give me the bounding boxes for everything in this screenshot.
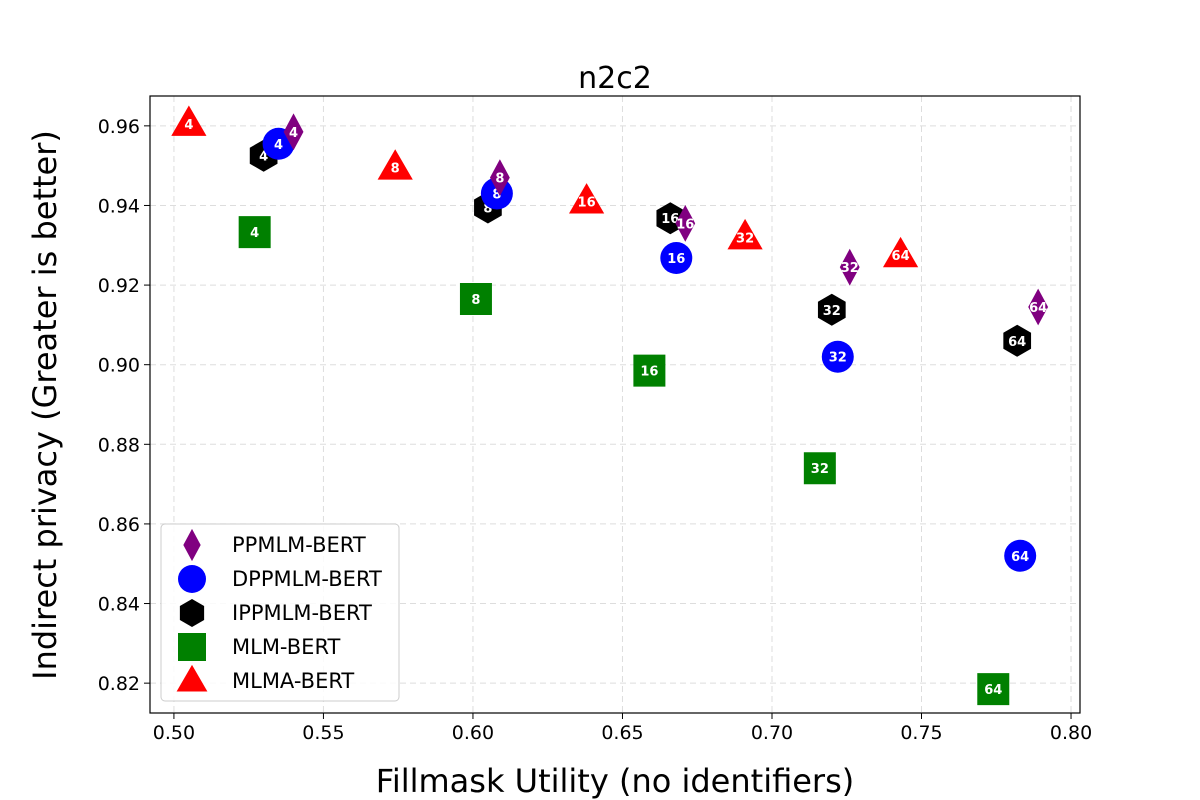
- data-point-label: 4: [289, 126, 298, 141]
- x-tick-label: 0.75: [900, 722, 942, 744]
- series-dppmlm-bert: 4 8 16 32 64: [262, 127, 1037, 572]
- data-point-label: 64: [1029, 301, 1047, 316]
- legend-marker-square: [178, 633, 206, 661]
- series-ppmlm-bert: 4 8 16 32 64: [283, 113, 1049, 326]
- data-point-label: 32: [823, 304, 841, 319]
- plot-area-frame: [149, 95, 1081, 714]
- legend-label: MLMA-BERT: [232, 669, 354, 693]
- data-point-triangle: [377, 149, 413, 180]
- y-tick-label: 0.90: [98, 355, 140, 377]
- series-mlma-bert: 4 8 16 32 64: [171, 105, 919, 268]
- y-tick-label: 0.88: [98, 434, 140, 456]
- data-point-label: 32: [829, 351, 847, 366]
- y-tick-label: 0.86: [98, 514, 140, 536]
- data-point-label: 16: [667, 252, 685, 267]
- data-point-square: [633, 354, 666, 387]
- series-mlm-bert: 4 8 16 32 64: [238, 216, 1010, 706]
- data-point-label: 64: [1011, 550, 1029, 565]
- x-axis-title: Fillmask Utility (no identifiers): [376, 762, 854, 800]
- data-point-circle: [1004, 539, 1037, 572]
- data-point-label: 8: [391, 162, 400, 177]
- legend-entry: DPPMLM-BERT: [178, 565, 382, 593]
- x-tick-label: 0.50: [153, 722, 195, 744]
- data-point-triangle: [568, 183, 605, 214]
- legend-label: PPMLM-BERT: [232, 533, 366, 557]
- data-point-circle: [660, 242, 693, 275]
- data-point-square: [803, 452, 836, 485]
- data-point-label: 32: [841, 261, 859, 276]
- data-point-triangle: [882, 236, 919, 268]
- data-point-label: 64: [984, 683, 1002, 698]
- data-point-square: [459, 283, 492, 316]
- legend-entry: MLM-BERT: [178, 633, 341, 661]
- data-point-circle: [821, 340, 854, 373]
- grid-lines: [150, 96, 1080, 713]
- data-point-label: 8: [483, 201, 492, 216]
- data-point-triangle: [727, 218, 763, 250]
- data-point-square: [977, 673, 1010, 706]
- y-tick-label: 0.84: [98, 594, 140, 616]
- data-point-square: [238, 216, 271, 249]
- legend-label: DPPMLM-BERT: [232, 567, 382, 591]
- legend-entry: MLMA-BERT: [176, 664, 354, 693]
- x-tick-label: 0.65: [601, 722, 643, 744]
- y-tick-label: 0.96: [98, 116, 140, 138]
- data-point-label: 8: [495, 172, 504, 187]
- chart-title: n2c2: [578, 61, 652, 96]
- legend-entry: PPMLM-BERT: [183, 528, 366, 562]
- data-point-label: 4: [274, 138, 283, 153]
- legend-label: IPPMLM-BERT: [232, 601, 372, 625]
- x-tick-label: 0.80: [1050, 722, 1092, 744]
- axis-ticks: 0.50 0.55 0.60 0.65 0.70 0.75 0.80 0.82 0.84 0.86…: [98, 116, 1092, 744]
- legend-marker-circle: [178, 565, 206, 593]
- data-point-diamond: [1028, 288, 1049, 326]
- legend-marker-diamond: [183, 528, 201, 562]
- legend-marker-triangle: [176, 664, 208, 692]
- data-point-label: 64: [892, 249, 910, 264]
- data-point-label: 32: [811, 462, 829, 477]
- legend-entry: IPPMLM-BERT: [179, 599, 372, 627]
- data-point-label: 8: [492, 188, 501, 203]
- y-axis-title: Indirect privacy (Greater is better): [26, 130, 64, 680]
- data-point-hexagon: [1003, 324, 1032, 357]
- y-tick-label: 0.94: [98, 195, 140, 217]
- data-point-label: 16: [676, 217, 694, 232]
- data-point-triangle: [171, 105, 207, 136]
- data-point-label: 64: [1008, 335, 1026, 350]
- data-point-diamond: [489, 159, 510, 197]
- data-point-diamond: [283, 113, 304, 151]
- data-points: 4 8 16 32 64 4 8 16 32 64 4 8 16 32 64 4 8 16 32 64 4 8 16 32 64: [171, 105, 1049, 706]
- x-tick-label: 0.55: [302, 722, 344, 744]
- y-tick-label: 0.82: [98, 673, 140, 695]
- legend: PPMLM-BERT DPPMLM-BERT IPPMLM-BERT MLM-BERT…: [160, 523, 400, 702]
- data-point-label: 4: [259, 150, 268, 165]
- legend-box: [160, 523, 400, 702]
- legend-label: MLM-BERT: [232, 635, 341, 659]
- data-point-diamond: [839, 248, 860, 286]
- data-point-label: 4: [184, 118, 193, 133]
- data-point-diamond: [675, 204, 696, 242]
- y-tick-label: 0.92: [98, 275, 140, 297]
- data-point-label: 4: [250, 226, 259, 241]
- data-point-label: 16: [661, 212, 679, 227]
- x-tick-label: 0.60: [452, 722, 494, 744]
- data-point-label: 16: [578, 195, 596, 210]
- x-tick-label: 0.70: [751, 722, 793, 744]
- data-point-label: 16: [640, 365, 658, 380]
- data-point-label: 32: [736, 231, 754, 246]
- series-ippmlm-bert: 4 8 16 32 64: [249, 139, 1032, 357]
- data-point-hexagon: [817, 293, 846, 326]
- legend-marker-hexagon: [179, 599, 205, 627]
- data-point-label: 8: [471, 293, 480, 308]
- legend-entries: PPMLM-BERT DPPMLM-BERT IPPMLM-BERT MLM-BERT…: [176, 528, 382, 693]
